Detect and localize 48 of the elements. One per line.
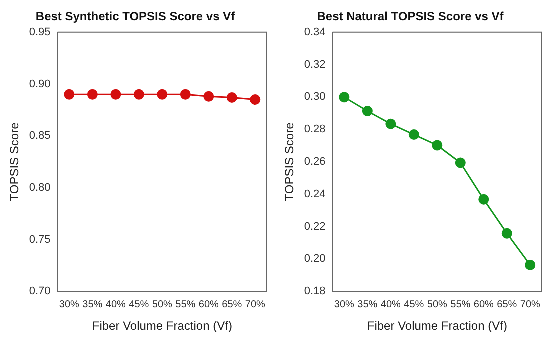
x-tick-label: 65%	[222, 299, 242, 310]
point	[362, 106, 373, 117]
x-tick-label: 55%	[176, 299, 196, 310]
point	[455, 158, 466, 168]
x-tick-label: 30%	[334, 299, 355, 310]
x-tick-label: 45%	[404, 299, 424, 310]
x-tick-label: 50%	[427, 299, 448, 310]
point	[386, 118, 396, 130]
x-tick-label: 40%	[380, 299, 402, 310]
x-axis-title: Fiber Volume Fraction (Vf)	[92, 319, 232, 334]
x-tick-label: 35%	[82, 299, 103, 310]
y-tick-label: 0.85	[29, 130, 51, 142]
y-tick-label: 0.90	[29, 78, 51, 90]
x-tick-label: 45%	[129, 299, 150, 310]
y-tick-label: 0.24	[304, 188, 326, 200]
x-tick-label: 60%	[198, 299, 220, 310]
x-tick-label: 60%	[474, 299, 494, 310]
x-tick-label: 65%	[497, 299, 518, 310]
y-tick-label: 0.32	[304, 58, 326, 71]
point	[525, 260, 536, 270]
y-tick-label: 0.18	[304, 286, 326, 298]
y-tick-label: 0.20	[304, 253, 326, 266]
x-tick-label: 55%	[450, 299, 471, 310]
y-tick-label: 0.30	[304, 91, 326, 104]
y-tick-label: 0.22	[304, 220, 326, 233]
y-tick-label: 0.75	[29, 234, 51, 246]
point	[478, 194, 490, 205]
point	[432, 140, 443, 151]
chart-title: Best Natural TOPSIS Score vs Vf	[317, 10, 505, 24]
chart-title: Best Synthetic TOPSIS Score vs Vf	[36, 10, 236, 24]
point	[408, 130, 420, 140]
x-tick-label: 35%	[358, 299, 378, 310]
x-tick-label: 70%	[245, 299, 266, 310]
x-tick-label: 50%	[152, 299, 173, 310]
x-tick-label: 70%	[520, 299, 540, 310]
x-tick-label: 30%	[59, 299, 80, 310]
y-axis-title: TOPSIS Score	[282, 122, 297, 202]
x-tick-label: 40%	[106, 299, 126, 310]
point	[502, 228, 512, 239]
y-axis-title: TOPSIS Score	[8, 122, 22, 202]
y-tick-label: 0.80	[29, 182, 51, 194]
point	[339, 92, 350, 103]
y-tick-label: 0.26	[304, 156, 326, 168]
y-tick-label: 0.28	[304, 124, 326, 136]
x-axis-title: Fiber Volume Fraction (Vf)	[367, 319, 508, 334]
y-tick-label: 0.95	[29, 26, 51, 38]
y-tick-label: 0.34	[304, 26, 326, 38]
y-tick-label: 0.70	[29, 286, 51, 298]
